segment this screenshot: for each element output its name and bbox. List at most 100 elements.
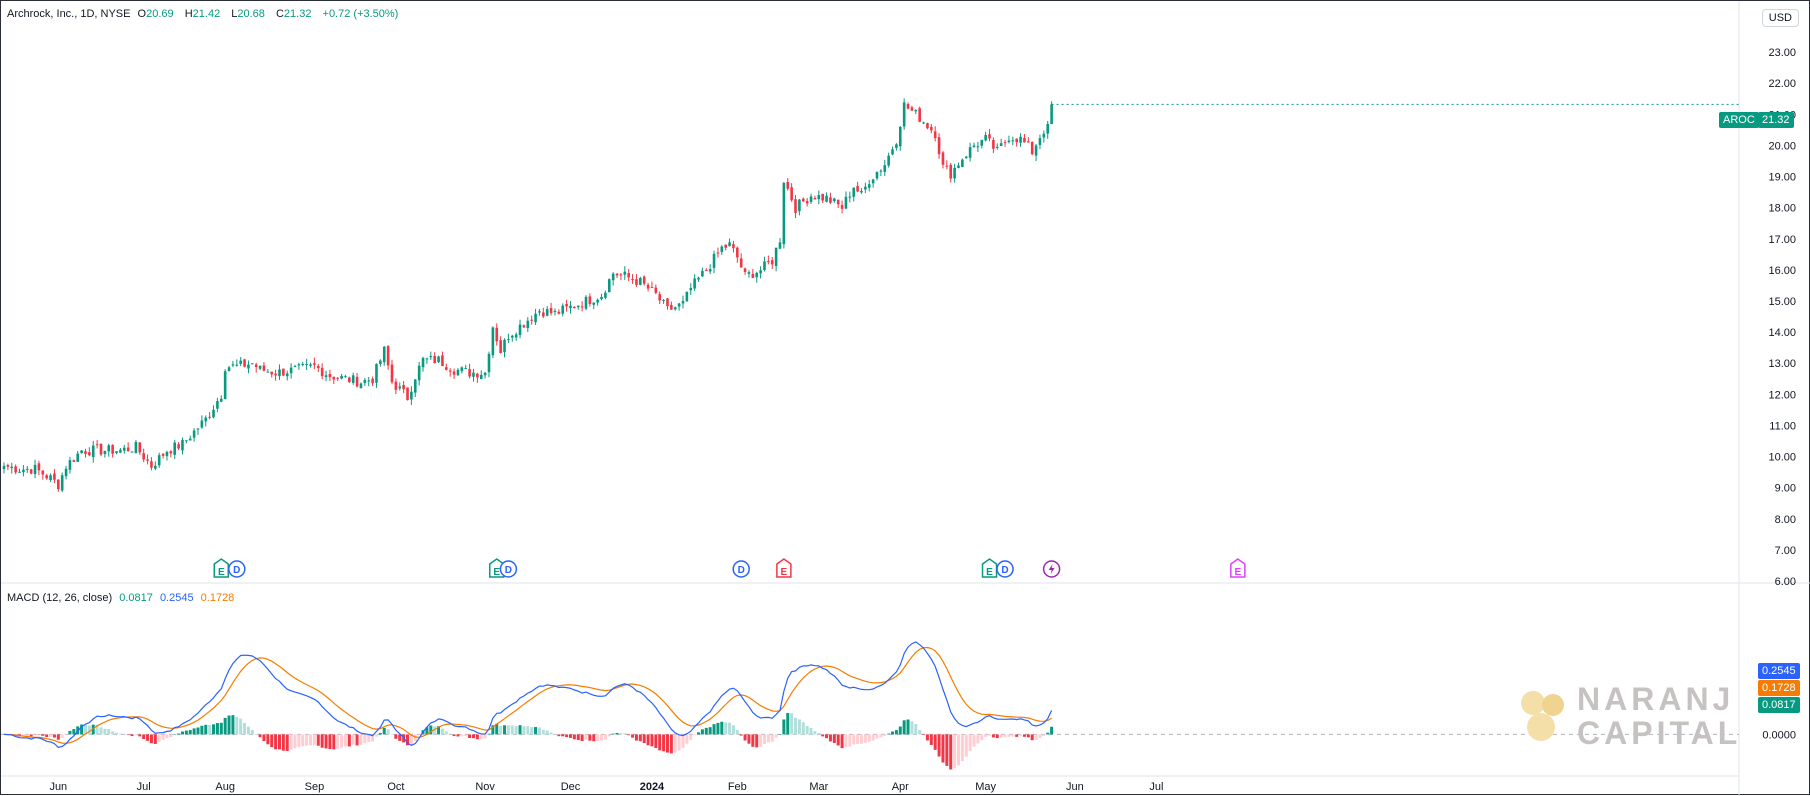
candle-body — [495, 327, 499, 342]
macd-histogram-bar — [347, 734, 351, 747]
macd-histogram-bar — [770, 734, 774, 742]
macd-histogram-bar — [378, 732, 382, 735]
macd-histogram-bar — [720, 721, 724, 735]
earnings-marker-letter: E — [986, 567, 993, 578]
candle-body — [774, 247, 778, 267]
candle-body — [165, 451, 169, 457]
macd-histogram-bar — [305, 734, 309, 746]
macd-histogram-bar — [52, 734, 56, 738]
macd-histogram-bar — [499, 726, 503, 735]
macd-histogram-bar — [471, 734, 475, 739]
macd-line — [3, 641, 1053, 749]
macd-histogram-bar — [390, 734, 394, 735]
candle-body — [2, 465, 6, 469]
candle-body — [545, 309, 549, 316]
macd-histogram-bar — [72, 729, 76, 735]
candle-body — [53, 473, 56, 480]
macd-histogram-bar — [716, 722, 720, 735]
macd-histogram-bar — [825, 734, 829, 739]
macd-histogram-bar — [576, 734, 580, 740]
macd-histogram-bar — [642, 734, 646, 744]
macd-histogram-bar — [433, 726, 437, 735]
candle-body — [957, 165, 960, 168]
macd-histogram-bar — [208, 724, 212, 735]
macd-histogram-bar — [111, 731, 115, 735]
candle-body — [767, 261, 770, 263]
macd-histogram-bar — [29, 734, 33, 737]
candle-body — [1015, 138, 1018, 143]
macd-histogram-bar — [673, 734, 677, 753]
macd-histogram-bar — [130, 734, 134, 737]
macd-histogram-bar — [200, 725, 204, 735]
candle-body — [817, 195, 821, 200]
macd-histogram-bar — [215, 723, 219, 735]
macd-histogram-bar — [894, 730, 898, 735]
macd-histogram-bar — [351, 734, 355, 745]
candle-body — [565, 303, 568, 307]
candle-body — [871, 179, 875, 184]
macd-histogram-bar — [995, 734, 999, 739]
macd-histogram-bar — [755, 734, 759, 748]
candle-body — [84, 451, 87, 454]
candle-body — [553, 310, 557, 312]
time-tick-label: 2024 — [640, 781, 665, 793]
candle-body — [561, 305, 565, 314]
candle-body — [379, 360, 382, 364]
macd-histogram-bar — [429, 725, 433, 735]
macd-histogram-bar — [281, 734, 285, 751]
candle-body — [107, 445, 111, 452]
candle-body — [367, 380, 371, 382]
candle-body — [355, 376, 359, 387]
macd-histogram-bar — [1007, 734, 1011, 737]
candle-body — [704, 270, 708, 272]
candle-body — [864, 186, 867, 190]
candle-body — [840, 205, 844, 209]
candle-body — [992, 139, 995, 149]
candle-body — [685, 291, 689, 302]
candle-body — [1030, 141, 1034, 155]
macd-histogram-bar — [743, 734, 747, 741]
candle-body — [348, 377, 351, 383]
macd-histogram-bar — [328, 734, 332, 749]
candle-body — [755, 272, 759, 278]
candle-body — [394, 381, 398, 390]
candle-body — [464, 368, 468, 370]
candle-body — [425, 358, 429, 360]
candle-body — [995, 146, 999, 148]
candle-body — [1027, 141, 1030, 143]
candle-body — [1034, 145, 1038, 156]
price-tick-label: 14.00 — [1768, 327, 1796, 339]
candle-body — [363, 379, 367, 384]
candle-body — [875, 172, 879, 179]
watermark-logo-icon — [1521, 691, 1564, 741]
candle-body — [468, 369, 471, 377]
macd-histogram-bar — [782, 719, 786, 735]
macd-histogram-bar — [312, 734, 316, 746]
macd-histogram-bar — [937, 734, 941, 757]
candle-body — [103, 450, 107, 455]
candle-body — [542, 312, 545, 317]
price-tick-label: 12.00 — [1768, 389, 1796, 401]
macd-histogram-bar — [700, 729, 704, 735]
candle-body — [270, 371, 274, 375]
macd-histogram-bar — [537, 727, 541, 735]
macd-tick-label: 0.0000 — [1762, 729, 1796, 741]
candle-body — [483, 372, 487, 376]
candle-body — [805, 200, 809, 204]
candle-body — [472, 372, 475, 377]
macd-histogram-bar — [910, 721, 914, 735]
candle-body — [231, 364, 235, 366]
macd-histogram-bar — [871, 734, 875, 741]
macd-histogram-bar — [956, 734, 960, 766]
macd-histogram-bar — [1046, 732, 1050, 735]
macd-histogram-bar — [774, 734, 778, 738]
macd-histogram-bar — [603, 734, 607, 740]
macd-histogram-bar — [475, 734, 479, 740]
currency-button[interactable]: USD — [1761, 9, 1799, 27]
candle-body — [18, 471, 21, 473]
macd-histogram-bar — [712, 724, 716, 735]
macd-histogram-bar — [464, 734, 468, 737]
macd-histogram-bar — [1030, 734, 1034, 741]
candle-body — [701, 270, 704, 277]
